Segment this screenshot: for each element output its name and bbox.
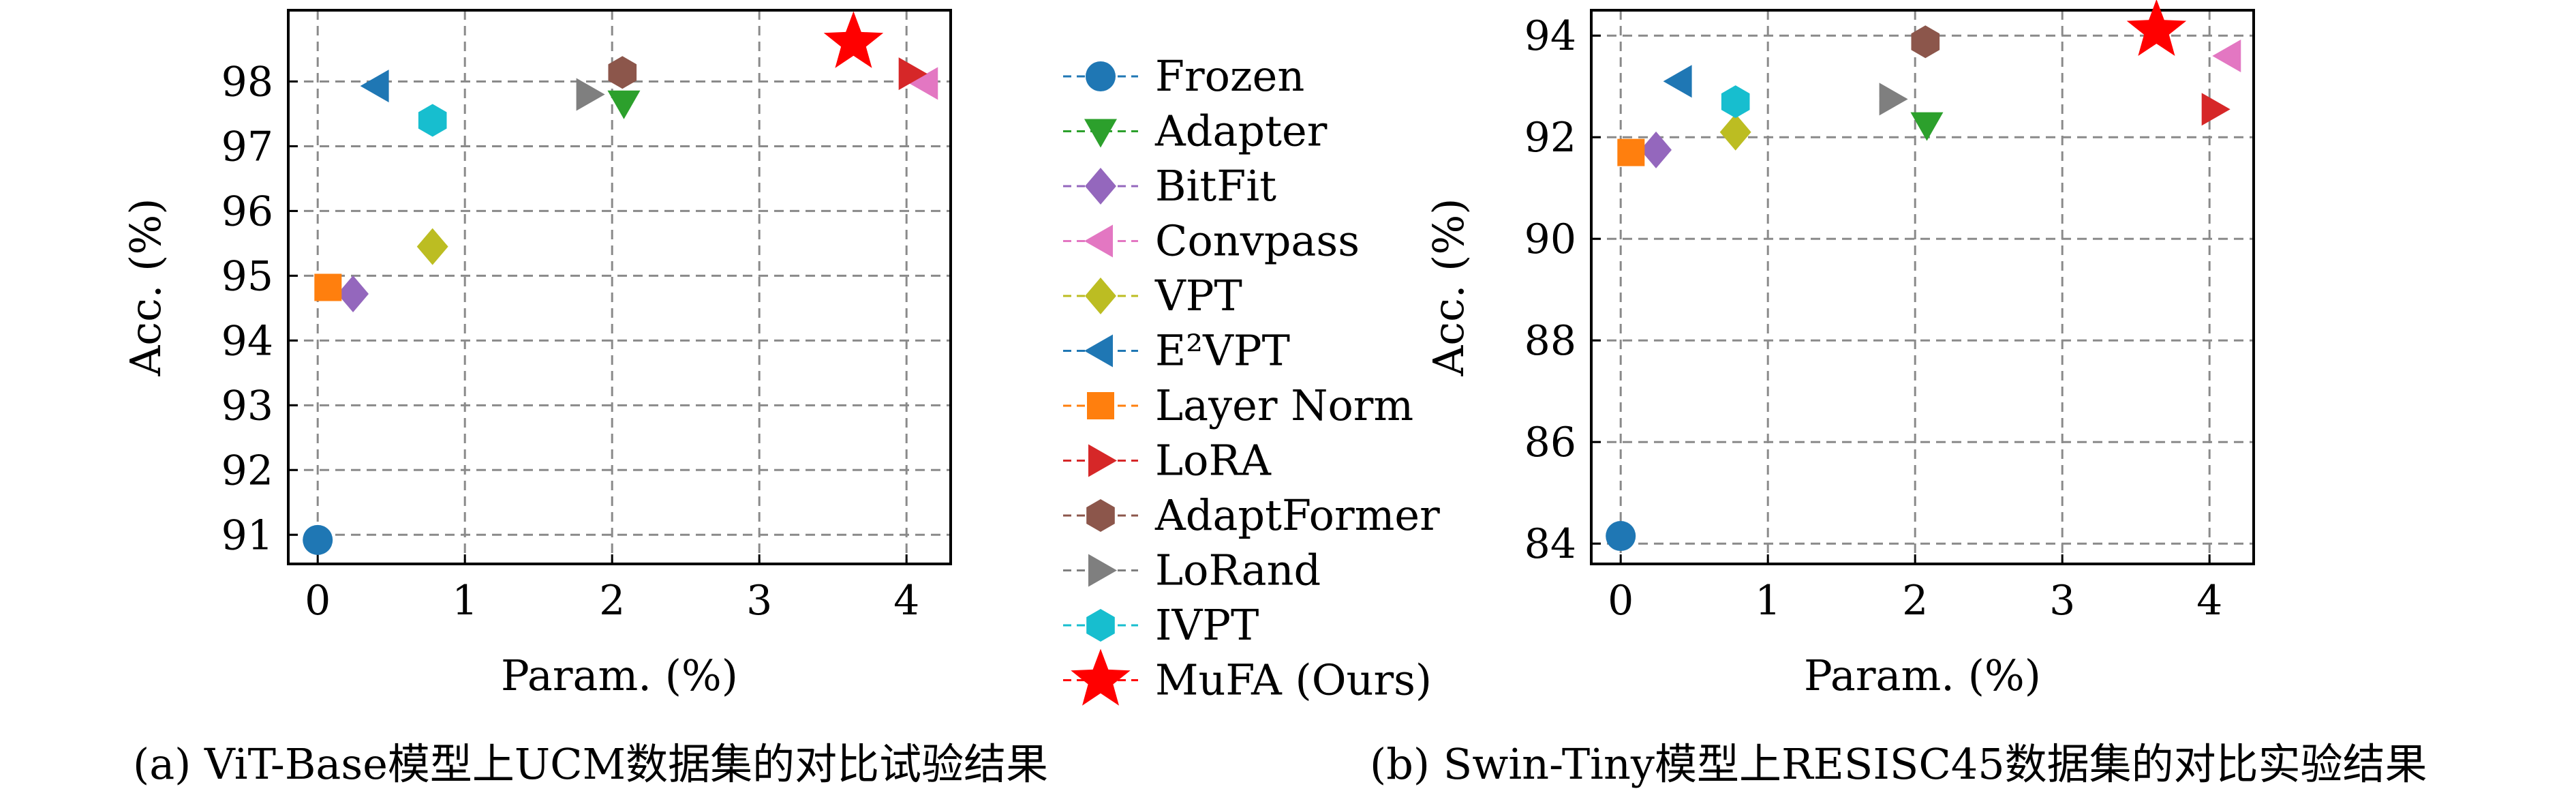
legend-label: MuFA (Ours) (1155, 655, 1432, 705)
x-axis-label: Param. (%) (1804, 651, 2041, 700)
data-point (909, 67, 938, 100)
legend-marker (1086, 609, 1115, 642)
data-point (898, 57, 927, 91)
data-point (576, 78, 605, 111)
x-tick-label: 2 (599, 577, 625, 625)
legend-label: BitFit (1155, 161, 1276, 211)
data-point (608, 56, 637, 89)
y-tick-label: 93 (221, 382, 273, 430)
y-tick-label: 92 (221, 447, 273, 494)
legend-label: VPT (1154, 271, 1242, 320)
plot-frame (287, 9, 952, 565)
x-tick-label: 0 (305, 577, 331, 625)
caption-b: (b) Swin-Tiny模型上RESISC45数据集的对比实验结果 (1370, 739, 2427, 789)
y-tick-label: 97 (221, 123, 273, 170)
data-point (1721, 85, 1750, 119)
x-tick-label: 3 (746, 577, 772, 625)
legend-marker (1071, 648, 1131, 706)
y-tick-label: 90 (1524, 215, 1576, 263)
data-point (1663, 65, 1692, 98)
legend-label: AdaptFormer (1154, 490, 1440, 540)
legend-label: LoRA (1155, 436, 1272, 486)
data-point (1606, 521, 1636, 552)
legend-marker (1088, 444, 1117, 477)
legend-marker (1084, 334, 1113, 368)
legend-marker (1085, 278, 1116, 314)
x-tick-label: 4 (2196, 577, 2222, 625)
legend-marker (1087, 392, 1114, 419)
y-axis-label: Acc. (%) (121, 198, 170, 377)
y-tick-label: 94 (1524, 12, 1576, 60)
data-point (2212, 40, 2241, 73)
data-point (1910, 112, 1944, 141)
legend-label: Frozen (1155, 51, 1304, 101)
legend-label: Layer Norm (1155, 380, 1413, 430)
data-point (1719, 113, 1751, 151)
data-point (360, 70, 389, 103)
data-point (823, 11, 884, 68)
plot-frame (1590, 9, 2255, 565)
chart-a: 0 1 2 3 4 91 92 93 94 95 96 97 98 Param. (%) Acc. (%) (121, 9, 952, 700)
data-point (1911, 25, 1940, 59)
legend-marker (1084, 119, 1117, 148)
y-tick-label: 92 (1524, 114, 1576, 162)
x-tick-label: 0 (1608, 577, 1634, 625)
data-point (314, 273, 342, 301)
data-point (2126, 0, 2187, 56)
legend-marker (1086, 499, 1115, 532)
data-point (337, 275, 369, 312)
data-point (418, 104, 447, 137)
legend-label: Adapter (1154, 106, 1328, 156)
data-point (1640, 131, 1672, 168)
data-point (303, 524, 333, 555)
legend-label: LoRand (1155, 546, 1321, 595)
data-point (1617, 138, 1645, 166)
x-tick-label: 3 (2049, 577, 2075, 625)
x-tick-label: 1 (452, 577, 478, 625)
y-axis-label: Acc. (%) (1424, 198, 1473, 377)
data-point (416, 228, 448, 265)
x-tick-label: 4 (893, 577, 919, 625)
y-tick-label: 84 (1524, 520, 1576, 568)
y-tick-label: 91 (221, 511, 273, 559)
y-tick-label: 94 (221, 317, 273, 365)
data-point (1879, 83, 1908, 116)
legend-label: E²VPT (1155, 326, 1290, 376)
legend-marker (1086, 61, 1116, 91)
y-tick-label: 96 (221, 188, 273, 235)
legend-label: IVPT (1155, 600, 1259, 650)
y-tick-label: 98 (221, 58, 273, 106)
legend-marker (1088, 554, 1117, 587)
chart-b: 0 1 2 3 4 84 86 88 90 92 94 Param. (%) Acc. (%) (1424, 0, 2255, 700)
y-tick-label: 95 (221, 252, 273, 300)
x-tick-label: 1 (1755, 577, 1781, 625)
caption-a: (a) ViT-Base模型上UCM数据集的对比试验结果 (133, 739, 1049, 789)
data-point (2201, 93, 2230, 126)
legend-marker (1085, 168, 1116, 205)
y-tick-label: 86 (1524, 419, 1576, 466)
x-tick-label: 2 (1902, 577, 1928, 625)
y-tick-label: 88 (1524, 317, 1576, 365)
x-axis-label: Param. (%) (501, 651, 738, 700)
legend-marker (1084, 224, 1113, 258)
data-point (607, 90, 641, 119)
legend-label: Convpass (1155, 216, 1360, 266)
